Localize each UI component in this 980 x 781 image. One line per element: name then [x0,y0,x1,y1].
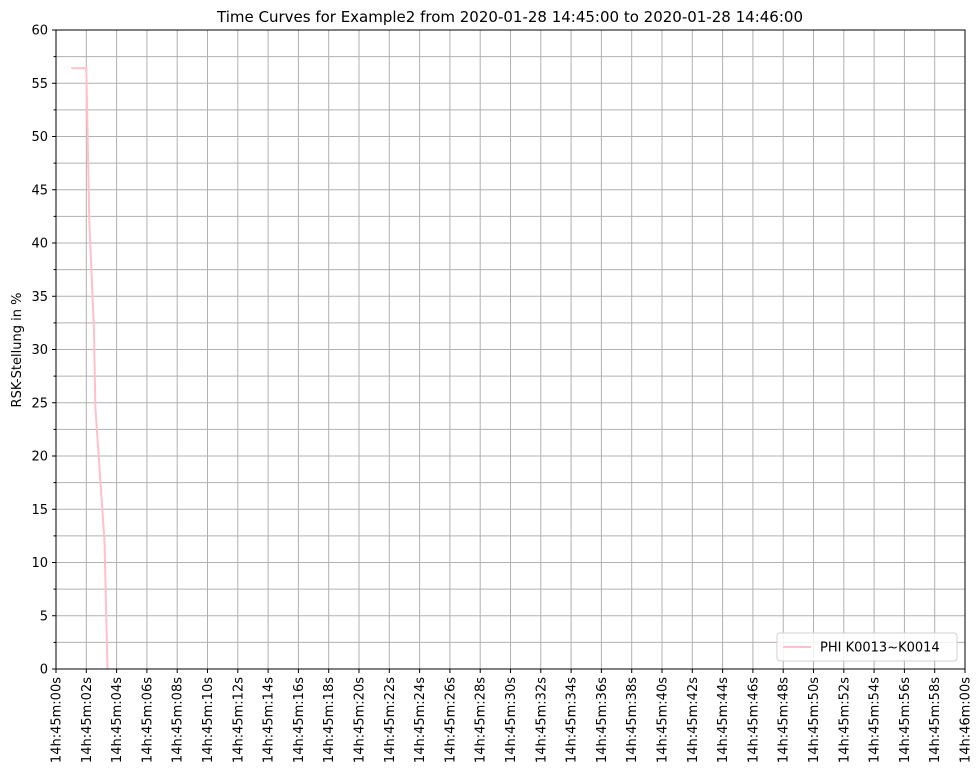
x-tick-label: 14h:45m:22s [383,677,398,763]
legend: PHI K0013~K0014 [776,632,958,662]
y-tick-label: 50 [31,130,48,145]
x-tick-label: 14h:45m:00s [50,677,65,763]
x-tick-label: 14h:45m:50s [807,677,822,763]
x-tick-label: 14h:45m:44s [716,677,731,763]
y-axis-label: RSK-Stellung in % [10,293,25,408]
y-tick-label: 40 [31,237,48,252]
y-tick-label: 20 [31,450,48,465]
grid-lines [56,30,965,669]
x-tick-label: 14h:45m:46s [746,677,761,763]
x-tick-label: 14h:45m:42s [686,677,701,763]
y-tick-label: 30 [31,343,48,358]
series-line [71,67,109,670]
x-tick-label: 14h:45m:02s [80,677,95,763]
x-tick-label: 14h:45m:08s [171,677,186,763]
x-tick-label: 14h:46m:00s [959,677,974,763]
legend-label: PHI K0013~K0014 [820,641,940,656]
y-tick-label: 35 [31,290,48,305]
y-tick-label: 15 [31,503,48,518]
y-tick-label: 45 [31,183,48,198]
x-tick-label: 14h:45m:16s [292,677,307,763]
x-tick-label: 14h:45m:58s [928,677,943,763]
y-tick-label: 0 [40,663,48,678]
y-tick-label: 25 [31,396,48,411]
x-tick-label: 14h:45m:48s [777,677,792,763]
x-tick-label: 14h:45m:24s [413,677,428,763]
x-tick-label: 14h:45m:34s [565,677,580,763]
x-tick-label: 14h:45m:30s [504,677,519,763]
y-axis: 0 5 10 15 20 25 30 35 40 45 50 55 60 [31,24,56,678]
x-tick-label: 14h:45m:10s [201,677,216,763]
y-tick-label: 55 [31,77,48,92]
x-tick-label: 14h:45m:38s [625,677,640,763]
x-tick-label: 14h:45m:26s [443,677,458,763]
x-tick-label: 14h:45m:32s [534,677,549,763]
x-tick-label: 14h:45m:18s [322,677,337,763]
y-tick-label: 10 [31,556,48,571]
legend-box [776,632,958,662]
x-axis: 14h:45m:00s 14h:45m:02s 14h:45m:04s 14h:45m… [50,669,974,763]
x-tick-label: 14h:45m:20s [353,677,368,763]
x-tick-label: 14h:45m:06s [140,677,155,763]
x-tick-label: 14h:45m:40s [656,677,671,763]
x-tick-label: 14h:45m:12s [231,677,246,763]
y-tick-label: 60 [31,24,48,39]
series-layer [71,67,109,670]
y-tick-label: 5 [40,609,48,624]
x-tick-label: 14h:45m:56s [898,677,913,763]
x-tick-label: 14h:45m:28s [474,677,489,763]
x-tick-label: 14h:45m:04s [110,677,125,763]
x-tick-label: 14h:45m:52s [837,677,852,763]
x-tick-label: 14h:45m:14s [262,677,277,763]
chart-title: Time Curves for Example2 from 2020-01-28… [216,8,803,26]
x-tick-label: 14h:45m:36s [595,677,610,763]
x-tick-label: 14h:45m:54s [868,677,883,763]
